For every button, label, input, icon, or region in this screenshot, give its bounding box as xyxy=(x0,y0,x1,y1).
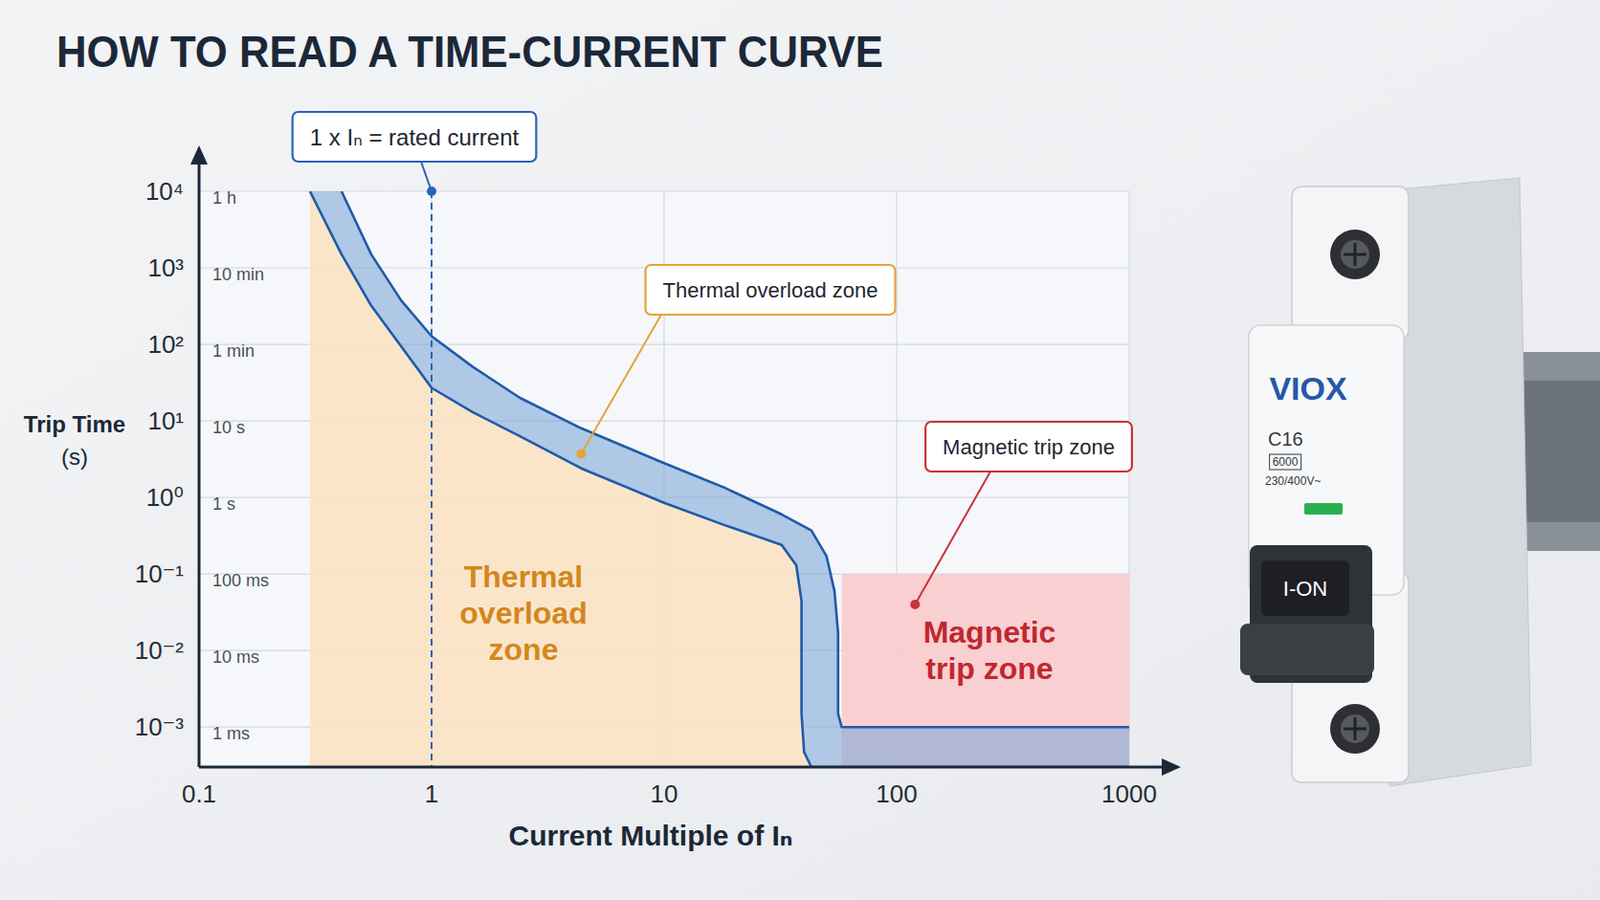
thermal-zone xyxy=(310,191,1130,768)
switch-tab xyxy=(1240,623,1375,676)
plot-area xyxy=(199,191,1130,768)
plot-data xyxy=(310,191,1130,768)
y-tick-label: 10⁰ xyxy=(146,483,184,512)
y-axis-line xyxy=(198,162,201,768)
background xyxy=(0,0,1600,900)
switch-toggle xyxy=(1261,560,1350,617)
x-tick-label: 1000 xyxy=(1101,779,1157,809)
y-tick-label: 10³ xyxy=(147,253,184,283)
time-label: 1 s xyxy=(212,494,236,514)
time-label: 1 ms xyxy=(212,724,250,744)
y-tick-label: 10⁻³ xyxy=(134,712,185,742)
x-tick-label: 0.1 xyxy=(181,779,217,809)
time-label: 1 min xyxy=(212,341,255,361)
x-tick-label: 1 xyxy=(424,779,439,809)
time-label: 1 h xyxy=(212,188,237,208)
callout-leader xyxy=(580,314,662,455)
screw-slot xyxy=(1354,717,1357,741)
breaker-device: VIOX C16 6000 230/400V~ I-ON xyxy=(1240,177,1600,787)
x-axis-line xyxy=(199,766,1164,770)
screw-head xyxy=(1340,240,1370,269)
zone-callout: Thermal overload zone xyxy=(644,265,895,315)
y-tick-label: 10¹ xyxy=(147,406,184,436)
callout-dot xyxy=(910,600,920,610)
zone-label: Magnetic xyxy=(923,615,1057,650)
y-tick-label: 10⁻² xyxy=(134,636,185,666)
zone-callout-text: Thermal overload zone xyxy=(662,278,878,303)
x-axis-arrow xyxy=(1161,758,1181,777)
y-tick-label: 10⁴ xyxy=(145,177,184,206)
device-rating: C16 xyxy=(1267,428,1304,450)
zone-label: zone xyxy=(488,632,559,667)
x-tick-label: 100 xyxy=(875,779,917,809)
zone-callout-text: Magnetic trip zone xyxy=(942,435,1115,460)
zone-callout-box xyxy=(644,265,895,315)
band-fill xyxy=(310,191,1130,768)
title: HOW TO READ A TIME-CURRENT CURVE xyxy=(56,26,884,77)
zone-label: Thermal xyxy=(464,559,583,595)
zone-label: overload xyxy=(459,596,587,631)
screw xyxy=(1330,704,1380,755)
callout-leader xyxy=(914,471,991,605)
screw-slot xyxy=(1354,243,1357,267)
curve-boundary xyxy=(310,191,1130,768)
zone-callout: Magnetic trip zone xyxy=(925,422,1133,472)
time-label: 10 min xyxy=(212,265,265,285)
rated-callout: 1 x Iₙ = rated current xyxy=(292,111,537,162)
rated-callout-text: 1 x Iₙ = rated current xyxy=(310,124,520,151)
capacity-box xyxy=(1269,454,1302,470)
zone-callout-box xyxy=(925,422,1133,472)
screw-head xyxy=(1340,714,1370,744)
grid xyxy=(199,191,1130,768)
time-label: 10 ms xyxy=(212,647,260,667)
screw xyxy=(1330,229,1380,280)
rated-callout-box xyxy=(292,111,537,162)
indicator xyxy=(1304,503,1343,515)
rated-dot xyxy=(426,186,437,197)
breaker-top xyxy=(1291,186,1409,340)
x-axis-title: Current Multiple of Iₙ xyxy=(509,820,794,852)
device-breaking-capacity: 6000 xyxy=(1272,455,1299,469)
device-voltage: 230/400V~ xyxy=(1265,474,1321,489)
time-label: 10 s xyxy=(212,418,245,438)
device-brand: VIOX xyxy=(1268,370,1348,407)
time-label: 100 ms xyxy=(212,571,269,591)
zone-label: trip zone xyxy=(925,651,1053,687)
chart: HOW TO READ A TIME-CURRENT CURVE 10⁻³ 10⁻²… xyxy=(0,0,1600,900)
y-tick-label: 10² xyxy=(147,330,184,359)
y-axis-arrow xyxy=(190,145,208,165)
callout-dot xyxy=(576,449,586,460)
y-tick-label: 10⁻¹ xyxy=(134,559,185,589)
switch-label: I-ON xyxy=(1283,577,1328,601)
y-axis-title: Trip Time(s) xyxy=(23,411,126,470)
axes: 10⁻³ 10⁻² 10⁻¹ 10⁰ 10¹ 10² 10³ 10⁴ 1 ms 10 ms 100 … xyxy=(23,145,1181,852)
x-tick-label: 10 xyxy=(650,779,679,809)
rated-current-line xyxy=(430,191,433,768)
